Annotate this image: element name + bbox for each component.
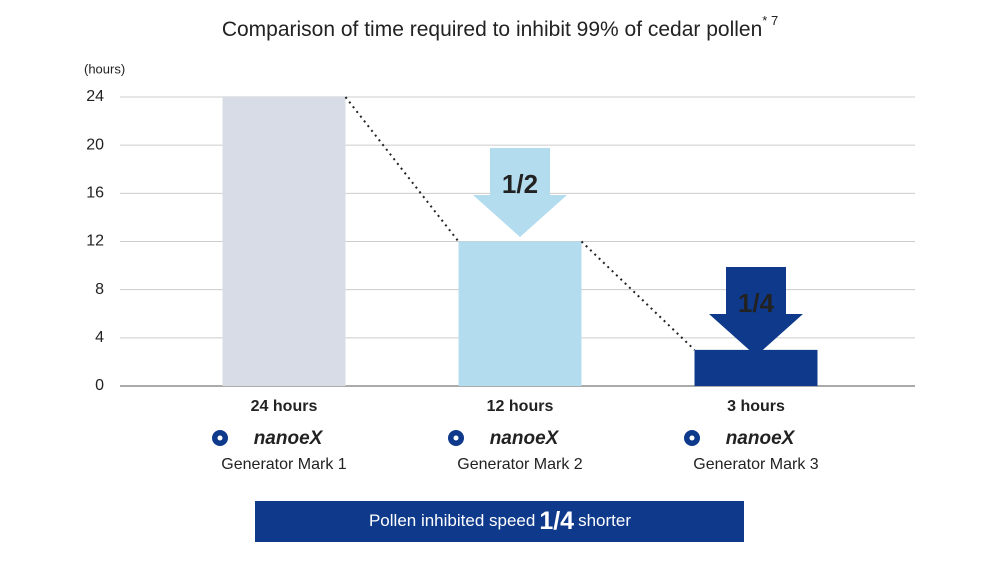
logo-dot (217, 435, 223, 441)
arrow-label: 1/4 (738, 288, 775, 318)
logo-text: nanoeX (490, 428, 560, 449)
banner-emphasis: 1/4 (539, 507, 574, 535)
bar (222, 97, 346, 386)
y-tick-label: 0 (95, 377, 104, 394)
banner (255, 501, 744, 542)
y-axis-label: (hours) (84, 61, 125, 76)
banner-text: Pollen inhibited speed 1/4 shorter (369, 507, 631, 535)
y-tick-label: 24 (86, 88, 104, 105)
logo-dot (453, 435, 459, 441)
y-tick-label: 4 (95, 329, 104, 346)
logo-text: nanoeX (726, 428, 796, 449)
y-tick-label: 12 (86, 233, 104, 250)
y-tick-label: 20 (86, 136, 104, 153)
chart-title: Comparison of time required to inhibit 9… (222, 13, 778, 40)
bar (458, 241, 582, 386)
x-tick-label: Generator Mark 2 (457, 456, 582, 473)
x-tick-label: Generator Mark 1 (221, 456, 346, 473)
arrow (709, 267, 803, 356)
logo-text: nanoeX (254, 428, 324, 449)
banner-before: Pollen inhibited speed (369, 511, 535, 530)
value-label: 3 hours (727, 398, 785, 415)
title-note: * 7 (762, 13, 778, 28)
x-tick-label: Generator Mark 3 (693, 456, 818, 473)
trend-line (580, 240, 696, 351)
arrow-label: 1/2 (502, 169, 538, 199)
arrow (473, 148, 567, 237)
banner-after: shorter (578, 511, 631, 530)
y-tick-label: 8 (95, 281, 104, 298)
logo-dot (689, 435, 695, 441)
y-tick-label: 16 (86, 185, 104, 202)
trend-line (344, 96, 460, 243)
value-label: 24 hours (251, 398, 318, 415)
title-text: Comparison of time required to inhibit 9… (222, 18, 762, 41)
value-label: 12 hours (487, 398, 554, 415)
